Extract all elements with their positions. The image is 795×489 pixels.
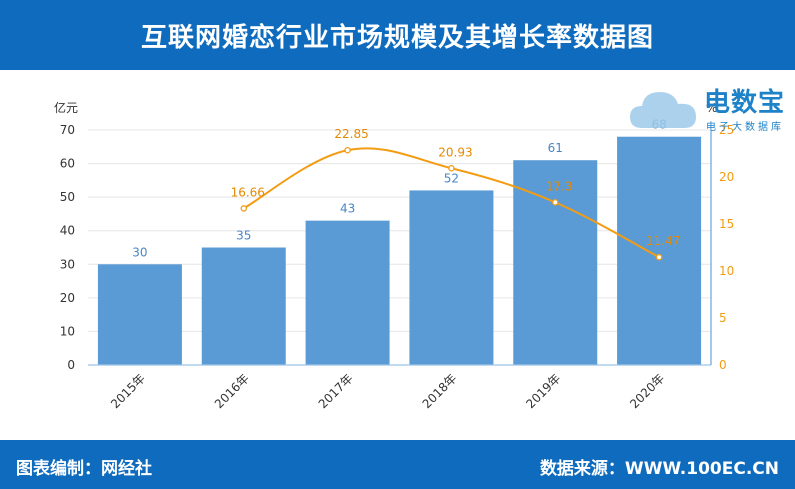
y-right-tick-label: 10 bbox=[719, 264, 734, 278]
bar bbox=[201, 247, 286, 365]
y-right-tick-label: 25 bbox=[719, 123, 734, 137]
x-tick-label: 2015年 bbox=[108, 371, 148, 411]
growth-point bbox=[344, 146, 351, 154]
footer-credit: 图表编制：网经社 bbox=[16, 459, 152, 479]
bar bbox=[97, 264, 182, 365]
page-title: 互联网婚恋行业市场规模及其增长率数据图 bbox=[140, 22, 654, 53]
logo: 电数宝 电子大数据库 bbox=[628, 78, 793, 138]
y-tick-label: 20 bbox=[60, 291, 75, 305]
header-bar: 互联网婚恋行业市场规模及其增长率数据图 bbox=[0, 0, 795, 70]
growth-data-label: 11.47 bbox=[646, 234, 680, 248]
growth-data-label: 22.85 bbox=[334, 127, 368, 141]
bar-data-label: 35 bbox=[236, 229, 251, 243]
y-tick-label: 70 bbox=[60, 123, 75, 137]
y-tick-label: 50 bbox=[60, 190, 75, 204]
growth-data-label: 17.3 bbox=[546, 179, 573, 193]
bar-data-label: 43 bbox=[340, 202, 355, 216]
bar bbox=[617, 136, 702, 365]
bar bbox=[513, 160, 598, 365]
x-tick-label: 2016年 bbox=[212, 371, 252, 411]
y-axis-label: 亿元 bbox=[54, 100, 78, 115]
bar-data-label: 30 bbox=[132, 245, 147, 259]
logo-brand: 电数宝 bbox=[704, 88, 786, 118]
y-tick-label: 40 bbox=[60, 224, 75, 238]
y-right-tick-label: 0 bbox=[719, 358, 727, 372]
x-tick-label: 2020年 bbox=[627, 371, 667, 411]
footer-source: 数据来源：WWW.100EC.CN bbox=[539, 459, 779, 479]
growth-point bbox=[655, 253, 663, 261]
logo-subtitle: 电子大数据库 bbox=[706, 122, 784, 133]
y-tick-label: 0 bbox=[67, 358, 75, 372]
bar bbox=[305, 220, 390, 365]
y-right-tick-label: 5 bbox=[719, 311, 727, 325]
y-right-tick-label: 15 bbox=[719, 217, 734, 231]
cloud-logo-icon bbox=[630, 92, 696, 128]
growth-data-label: 16.66 bbox=[231, 185, 265, 199]
y-tick-label: 30 bbox=[60, 257, 75, 271]
growth-point bbox=[240, 205, 247, 212]
growth-point bbox=[448, 165, 455, 172]
footer-bar: 图表编制：网经社 数据来源：WWW.100EC.CN bbox=[0, 440, 795, 489]
y-right-axis-label: % bbox=[706, 101, 717, 115]
bar-data-label: 52 bbox=[444, 171, 459, 185]
chart: 0102030405060700510152025亿元%303543526168… bbox=[54, 100, 734, 411]
y-right-tick-label: 20 bbox=[719, 170, 734, 184]
x-tick-label: 2019年 bbox=[523, 371, 563, 411]
growth-data-label: 20.93 bbox=[438, 145, 472, 159]
y-tick-label: 10 bbox=[60, 324, 75, 338]
x-tick-label: 2018年 bbox=[420, 371, 460, 411]
x-tick-label: 2017年 bbox=[316, 371, 356, 411]
y-tick-label: 60 bbox=[60, 157, 75, 171]
bar bbox=[409, 190, 494, 365]
growth-point bbox=[552, 199, 559, 206]
bar-data-label: 61 bbox=[548, 141, 563, 155]
